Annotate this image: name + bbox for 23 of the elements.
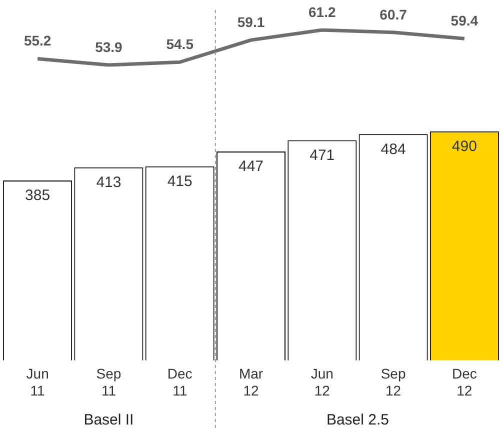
x-tick-label: Dec 11 <box>167 366 192 398</box>
x-tick-label: Mar 12 <box>238 366 264 398</box>
x-tick-label: Jun 11 <box>26 366 49 398</box>
data-label: 54.5 <box>166 36 194 52</box>
data-label: 59.4 <box>450 12 478 28</box>
x-tick-label: Sep 11 <box>96 366 122 398</box>
x-tick-label: Sep 12 <box>380 366 406 398</box>
text: Basel II <box>84 412 134 429</box>
data-label: 53.9 <box>95 38 123 55</box>
x-tick-label: Jun 12 <box>310 366 334 398</box>
data-label: 415 <box>167 173 192 190</box>
data-label: 413 <box>96 174 122 191</box>
data-label: 59.1 <box>237 14 265 30</box>
data-label: 61.2 <box>308 4 336 20</box>
data-label: 55.2 <box>24 32 52 49</box>
text: Basel 2.5 <box>326 412 389 429</box>
data-label: 490 <box>452 138 477 155</box>
data-label: 484 <box>380 140 406 158</box>
data-label: 447 <box>238 158 264 176</box>
data-label: 471 <box>310 146 335 164</box>
data-label: 385 <box>25 187 50 204</box>
x-tick-label: Dec 12 <box>452 366 477 398</box>
data-label: 60.7 <box>380 6 408 22</box>
